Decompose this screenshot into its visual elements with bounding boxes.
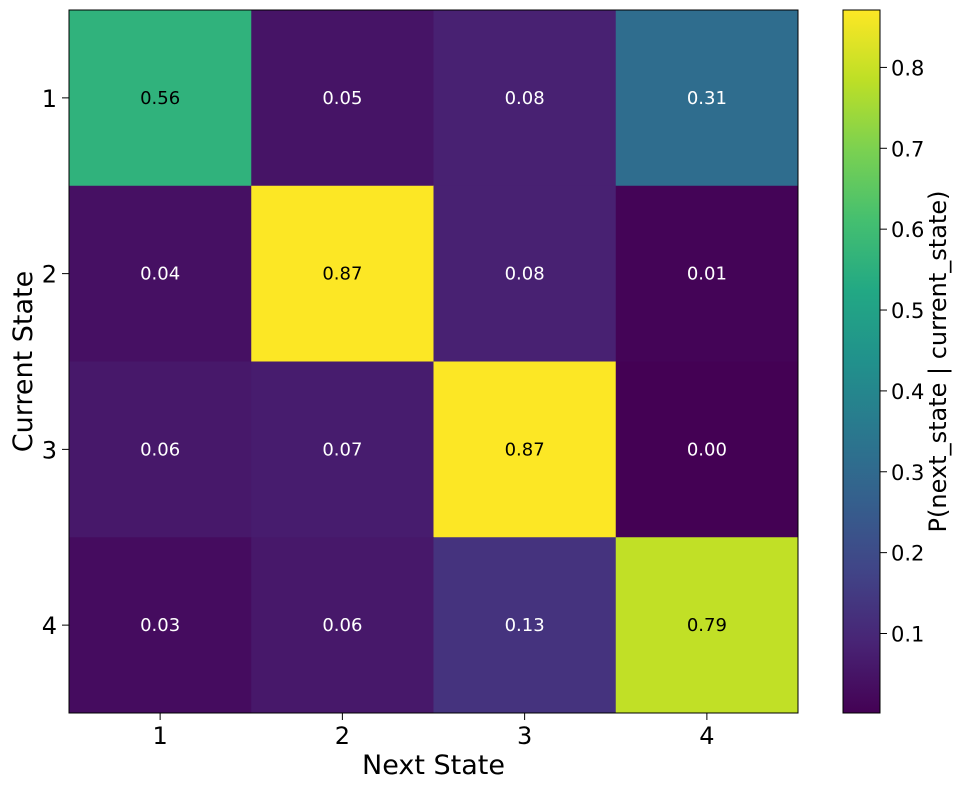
- heatmap-cell-r3-c3: [433, 361, 617, 538]
- cell-value-label-r2-c1: 0.04: [140, 264, 180, 285]
- colorbar: 0.1 0.2 0.3 0.4 0.5 0.6 0.7 0.8 P(next_state | …: [842, 9, 952, 714]
- colorbar-gradient: [842, 9, 881, 714]
- x-tick-label-4: 4: [699, 722, 714, 750]
- heatmap-cell-r3-c4: [615, 361, 799, 538]
- heatmap-cell-r2-c3: [433, 185, 617, 362]
- colorbar-tick-label-5: 0.5: [891, 299, 924, 323]
- x-tick-label-2: 2: [335, 722, 350, 750]
- colorbar-tick-label-6: 0.6: [891, 218, 924, 242]
- colorbar-label: P(next_state | current_state): [924, 191, 952, 533]
- heatmap-cell-r1-c3: [433, 10, 617, 187]
- colorbar-tick-label-1: 0.1: [891, 623, 924, 647]
- cell-value-label-r4-c2: 0.06: [322, 615, 362, 636]
- colorbar-ticks: 0.1 0.2 0.3 0.4 0.5 0.6 0.7 0.8: [880, 56, 924, 647]
- colorbar-tick-label-4: 0.4: [891, 380, 924, 404]
- plot-frame: [68, 9, 799, 714]
- cell-value-label-r2-c4: 0.01: [687, 264, 727, 285]
- cell-value-label-r3-c4: 0.00: [687, 439, 727, 460]
- cell-value-label-r3-c2: 0.07: [322, 439, 362, 460]
- y-tick-label-2: 2: [42, 261, 57, 289]
- heatmap-cell-r4-c1: [69, 537, 252, 714]
- colorbar-tick-label-7: 0.7: [891, 137, 924, 161]
- cell-value-label-r1-c2: 0.05: [322, 88, 362, 109]
- x-tick-label-3: 3: [517, 722, 532, 750]
- colorbar-tick-label-3: 0.3: [891, 461, 924, 485]
- y-tick-label-1: 1: [42, 85, 57, 113]
- heatmap-cell-r1-c4: [615, 10, 799, 187]
- heatmap-cell-r2-c2: [251, 185, 434, 362]
- cell-value-label-r1-c1: 0.56: [140, 88, 180, 109]
- heatmap-cell-r3-c1: [69, 361, 252, 538]
- cell-value-label-r4-c4: 0.79: [687, 615, 727, 636]
- heatmap-cell-r1-c2: [251, 10, 434, 187]
- cell-value-label-r2-c3: 0.08: [505, 264, 545, 285]
- y-tick-label-4: 4: [42, 612, 57, 640]
- heatmap-cell-r1-c1: [69, 10, 252, 187]
- y-axis: 1 2 3 4: [42, 85, 69, 640]
- heatmap-cell-r2-c1: [69, 185, 252, 362]
- heatmap-cell-r4-c3: [433, 537, 617, 714]
- x-axis-label: Next State: [362, 750, 505, 781]
- heatmap-cell-r4-c2: [251, 537, 434, 714]
- cell-value-label-r4-c3: 0.13: [505, 615, 545, 636]
- cell-value-label-r4-c1: 0.03: [140, 615, 180, 636]
- cell-value-label-r1-c4: 0.31: [687, 88, 727, 109]
- y-tick-label-3: 3: [42, 436, 57, 464]
- heatmap-cell-r4-c4: [615, 537, 799, 714]
- heatmap-cells: [69, 10, 799, 714]
- x-axis: 1 2 3 4: [152, 713, 715, 750]
- cell-value-label-r3-c3: 0.87: [505, 439, 545, 460]
- cell-value-label-r1-c3: 0.08: [505, 88, 545, 109]
- y-axis-label: Current State: [8, 271, 39, 452]
- colorbar-tick-label-8: 0.8: [891, 56, 924, 80]
- cell-value-label-r2-c2: 0.87: [322, 264, 362, 285]
- x-tick-label-1: 1: [152, 722, 167, 750]
- colorbar-tick-label-2: 0.2: [891, 542, 924, 566]
- cell-value-label-r3-c1: 0.06: [140, 439, 180, 460]
- heatmap-cell-r3-c2: [251, 361, 434, 538]
- heatmap-cell-r2-c4: [615, 185, 799, 362]
- heatmap-value-labels: 0.56 0.05 0.08 0.31 0.04 0.87 0.08 0.01 0.06 0.07…: [140, 88, 727, 636]
